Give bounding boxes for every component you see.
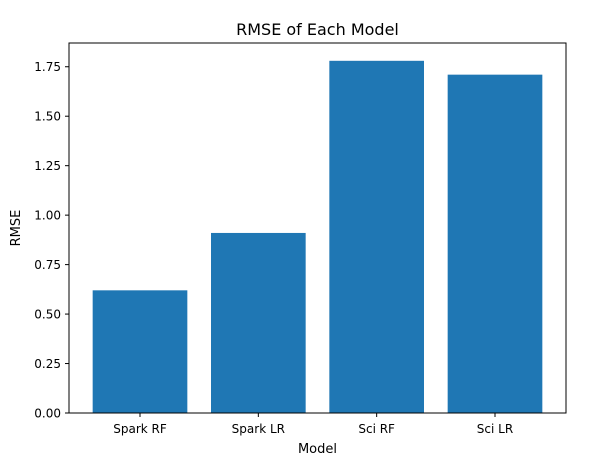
chart-title: RMSE of Each Model xyxy=(236,20,399,39)
y-tick-label: 0.50 xyxy=(34,308,61,322)
y-axis-label: RMSE xyxy=(9,210,24,247)
y-tick-label: 1.25 xyxy=(34,159,61,173)
y-tick-label: 0.75 xyxy=(34,258,61,272)
plot-area: 0.00 0.25 0.50 0.75 1.00 1.25 1.50 1.75 Spark RF… xyxy=(34,60,543,436)
bar-spark-rf xyxy=(92,290,188,413)
y-tick-label: 1.75 xyxy=(34,60,61,74)
bar-spark-lr xyxy=(211,232,306,413)
y-tick-label: 0.00 xyxy=(34,407,61,421)
plot-frame xyxy=(68,42,567,414)
bar-sci-lr xyxy=(447,74,543,414)
y-tick-label: 0.25 xyxy=(34,357,61,371)
x-tick-label: Spark LR xyxy=(232,422,285,436)
bar-sci-rf xyxy=(329,60,424,413)
x-tick-label: Sci RF xyxy=(358,422,395,436)
y-tick-label: 1.50 xyxy=(34,110,61,124)
x-tick-label: Spark RF xyxy=(113,422,167,436)
y-tick-label: 1.00 xyxy=(34,209,61,223)
x-tick-label: Sci LR xyxy=(477,422,513,436)
x-axis-label: Model xyxy=(298,442,337,457)
